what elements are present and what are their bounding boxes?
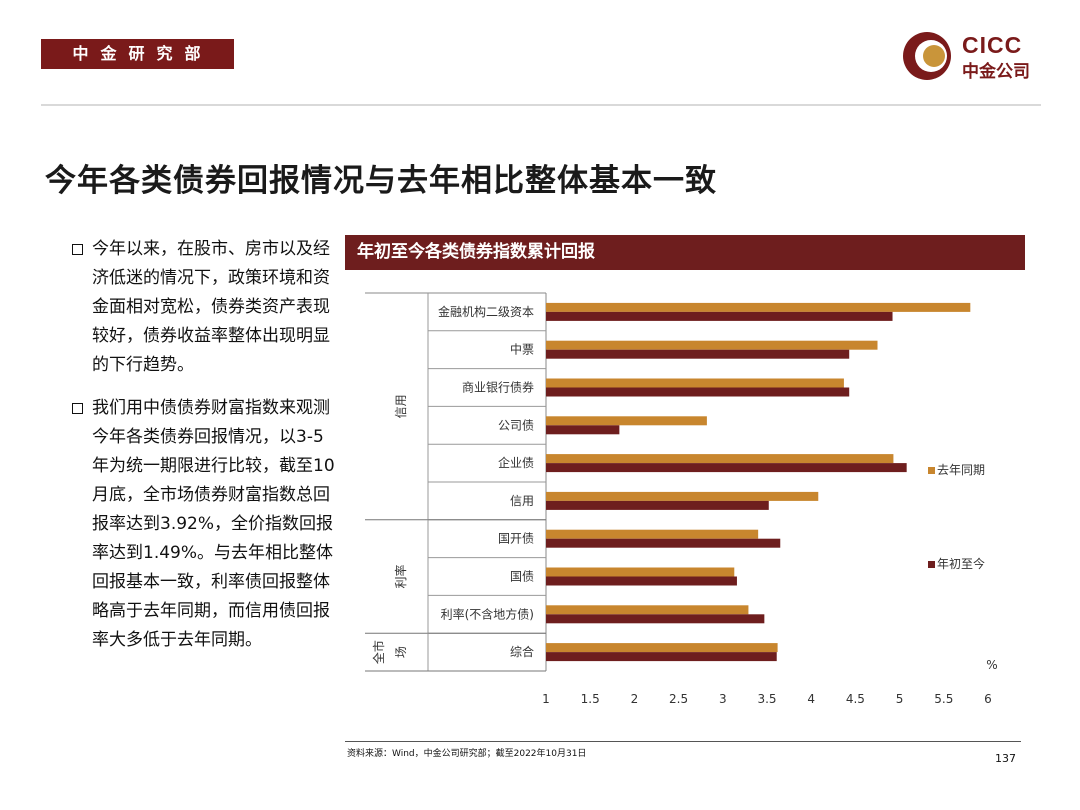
bar-ytd bbox=[546, 576, 737, 586]
square-bullet-icon bbox=[72, 403, 83, 414]
bar-last-year bbox=[546, 491, 819, 501]
x-tick-label: 5.5 bbox=[934, 692, 953, 705]
group-label: 场 bbox=[394, 646, 408, 658]
cicc-logo-icon bbox=[903, 32, 951, 80]
x-tick-label: 2.5 bbox=[669, 692, 688, 705]
category-label: 利率(不含地方债) bbox=[441, 606, 534, 621]
bar-last-year bbox=[546, 378, 844, 388]
bar-ytd bbox=[546, 425, 620, 435]
bond-returns-chart: 金融机构二级资本中票商业银行债券公司债企业债信用国开债国债利率(不含地方债)综合… bbox=[365, 292, 998, 705]
source-divider bbox=[345, 741, 1021, 742]
legend-swatch bbox=[928, 561, 935, 568]
legend-label: 年初至今 bbox=[937, 556, 985, 571]
bullet-item: 今年以来，在股市、房市以及经济低迷的情况下，政策环境和资金面相对宽松，债券类资产… bbox=[70, 235, 340, 380]
x-tick-label: 1 bbox=[542, 692, 550, 705]
department-tag: 中金研究部 bbox=[41, 39, 234, 69]
legend-label: 去年同期 bbox=[937, 463, 985, 477]
x-tick-label: 3 bbox=[719, 692, 727, 705]
page-number: 137 bbox=[995, 752, 1016, 765]
x-tick-label: 2 bbox=[631, 692, 639, 705]
bar-last-year bbox=[546, 416, 707, 426]
x-tick-label: 1.5 bbox=[581, 692, 600, 705]
bullet-text: 我们用中债债券财富指数来观测今年各类债券回报情况，以3-5年为统一期限进行比较，… bbox=[92, 398, 335, 650]
page-title: 今年各类债券回报情况与去年相比整体基本一致 bbox=[45, 163, 717, 199]
bar-ytd bbox=[546, 463, 907, 473]
legend-swatch bbox=[928, 467, 935, 474]
bar-last-year bbox=[546, 454, 894, 464]
logo-text-en: CICC bbox=[962, 32, 1023, 58]
bar-last-year bbox=[546, 605, 749, 615]
bar-ytd bbox=[546, 652, 777, 662]
category-label: 国债 bbox=[510, 570, 534, 584]
x-tick-label: 4 bbox=[807, 692, 815, 705]
category-label: 企业债 bbox=[498, 455, 534, 470]
group-label: 全市 bbox=[371, 640, 386, 664]
bar-ytd bbox=[546, 387, 850, 397]
bar-ytd bbox=[546, 614, 765, 624]
chart-header: 年初至今各类债券指数累计回报 bbox=[345, 235, 1025, 270]
logo-text-cn: 中金公司 bbox=[962, 62, 1030, 82]
bar-last-year bbox=[546, 529, 759, 539]
category-label: 国开债 bbox=[498, 532, 534, 546]
x-tick-label: 6 bbox=[984, 692, 992, 705]
bar-ytd bbox=[546, 500, 769, 510]
bar-last-year bbox=[546, 567, 735, 577]
group-label: 利率 bbox=[393, 564, 408, 588]
category-label: 中票 bbox=[510, 342, 534, 357]
x-tick-label: 4.5 bbox=[846, 692, 865, 705]
bar-last-year bbox=[546, 643, 778, 653]
bar-ytd bbox=[546, 538, 781, 548]
cicc-logo: CICC 中金公司 bbox=[902, 30, 1052, 82]
bar-last-year bbox=[546, 302, 971, 312]
bullet-item: 我们用中债债券财富指数来观测今年各类债券回报情况，以3-5年为统一期限进行比较，… bbox=[70, 394, 340, 655]
header-divider bbox=[41, 104, 1041, 106]
group-label: 信用 bbox=[394, 394, 408, 418]
bullet-text: 今年以来，在股市、房市以及经济低迷的情况下，政策环境和资金面相对宽松，债券类资产… bbox=[92, 239, 330, 375]
source-note: 资料来源：Wind，中金公司研究部；截至2022年10月31日 bbox=[347, 749, 587, 759]
x-tick-label: 5 bbox=[896, 692, 904, 705]
bullet-list: 今年以来，在股市、房市以及经济低迷的情况下，政策环境和资金面相对宽松，债券类资产… bbox=[70, 235, 340, 669]
square-bullet-icon bbox=[72, 244, 83, 255]
category-label: 公司债 bbox=[498, 418, 534, 432]
unit-label: % bbox=[986, 658, 997, 672]
x-tick-label: 3.5 bbox=[757, 692, 776, 705]
category-label: 综合 bbox=[510, 644, 534, 659]
bar-last-year bbox=[546, 340, 878, 350]
bar-ytd bbox=[546, 311, 893, 321]
category-label: 金融机构二级资本 bbox=[438, 304, 534, 319]
category-label: 信用 bbox=[510, 494, 534, 508]
bar-ytd bbox=[546, 349, 850, 359]
category-label: 商业银行债券 bbox=[462, 380, 534, 395]
